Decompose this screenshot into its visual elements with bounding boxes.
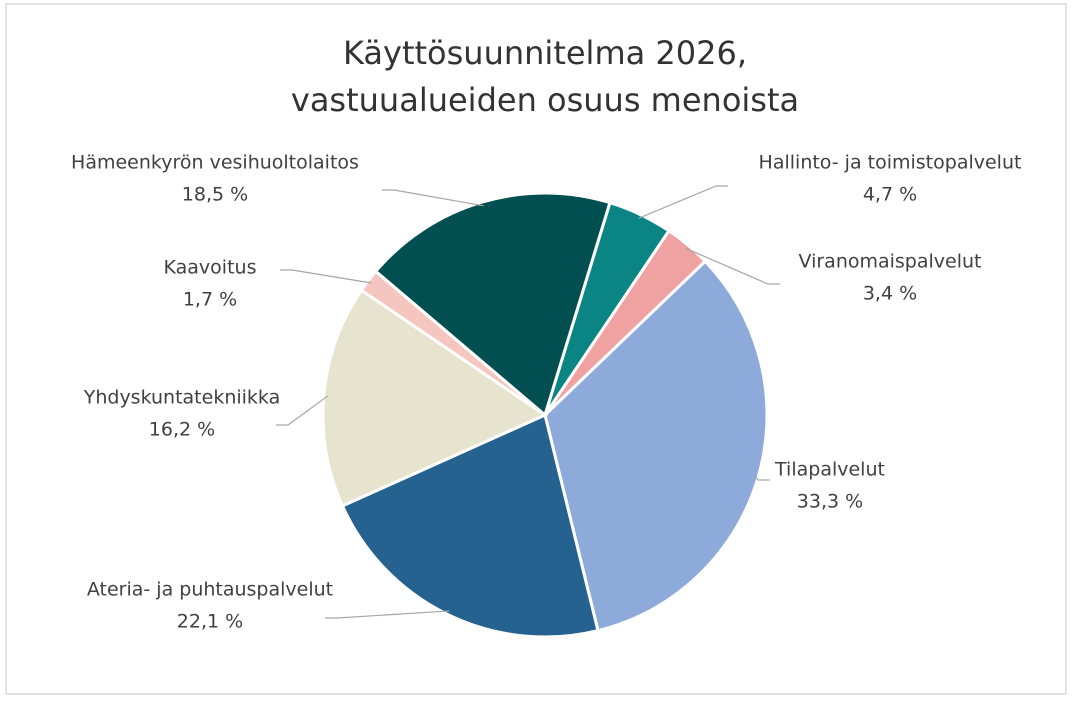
pie-slice (340, 412, 600, 639)
data-label-value: 3,4 % (863, 283, 917, 305)
leader-line (685, 247, 780, 285)
pie-slice (543, 259, 769, 633)
leader-line (325, 610, 450, 619)
data-label-name: Hallinto- ja toimistopalvelut (759, 152, 1022, 174)
data-label-name: Yhdyskuntatekniikka (83, 387, 281, 409)
data-label-value: 33,3 % (797, 491, 863, 513)
leader-line (276, 395, 329, 426)
leader-line (382, 189, 484, 207)
data-label-value: 22,1 % (177, 611, 243, 633)
leader-line (638, 185, 728, 219)
data-label-name: Ateria- ja puhtauspalvelut (87, 579, 333, 601)
chart-title: Käyttösuunnitelma 2026, (343, 34, 747, 72)
leader-line (280, 269, 372, 284)
data-label-name: Viranomaispalvelut (799, 251, 982, 273)
data-label-value: 1,7 % (183, 289, 237, 311)
data-label-name: Tilapalvelut (774, 459, 885, 481)
leader-line (753, 475, 770, 481)
pie-slice (373, 191, 612, 418)
data-label-value: 16,2 % (149, 419, 215, 441)
pie-slice (321, 288, 549, 508)
data-label-value: 18,5 % (182, 184, 248, 206)
data-label-name: Kaavoitus (164, 257, 257, 279)
data-label-name: Hämeenkyrön vesihuoltolaitos (71, 152, 359, 174)
data-label-value: 4,7 % (863, 184, 917, 206)
chart-title: vastuualueiden osuus menoista (291, 81, 799, 119)
